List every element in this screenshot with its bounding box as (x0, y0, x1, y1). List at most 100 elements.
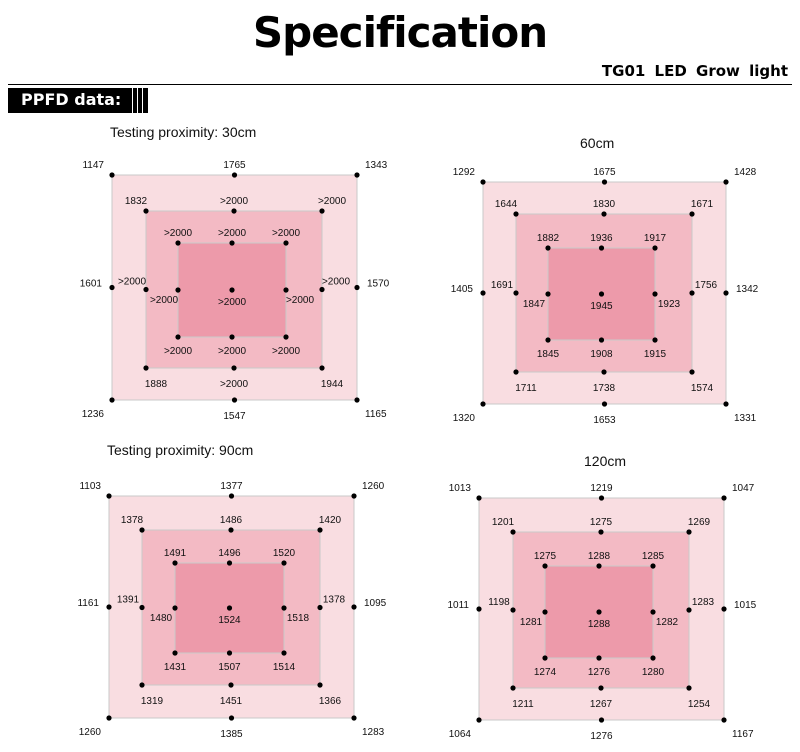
measure-point (650, 609, 656, 615)
measure-point (228, 682, 234, 688)
measure-point (226, 605, 233, 611)
ppfd-value: 1377 (220, 481, 243, 492)
ppfd-value: 1011 (447, 600, 469, 611)
measure-point (172, 650, 178, 656)
ppfd-value: 1756 (695, 280, 718, 291)
measure-point (317, 682, 323, 688)
measure-point (476, 606, 482, 612)
ppfd-value: 1103 (79, 481, 101, 492)
measure-point (480, 290, 486, 296)
ppfd-value: 1378 (121, 515, 144, 526)
measure-point (510, 607, 516, 613)
measure-point (686, 529, 692, 535)
ppfd-value: 1275 (590, 517, 613, 528)
measure-point (686, 685, 692, 691)
measure-point (598, 337, 605, 343)
measure-point (283, 240, 289, 246)
ppfd-value: 1888 (145, 379, 168, 390)
ppfd-value: 1711 (515, 383, 537, 394)
measure-point (601, 211, 607, 217)
measure-point (172, 560, 178, 566)
measure-point (319, 286, 325, 293)
ppfd-value: 1198 (488, 597, 510, 608)
ppfd-value: 1547 (223, 411, 246, 422)
measure-point (650, 655, 656, 661)
measure-point (281, 605, 287, 611)
ppfd-value: 1167 (732, 729, 754, 740)
measure-point (542, 655, 548, 661)
measure-point (721, 717, 727, 723)
ppfd-value: 1518 (287, 613, 310, 624)
diagram-label-90cm: Testing proximity: 90cm (107, 442, 254, 458)
ppfd-value: >2000 (318, 196, 347, 207)
measure-point (480, 401, 486, 407)
measure-point (106, 604, 112, 610)
ppfd-value: 1015 (734, 600, 757, 611)
measure-point (723, 401, 729, 407)
ppfd-value: 1405 (451, 284, 474, 295)
measure-point (109, 172, 115, 178)
ppfd-value: 1161 (77, 598, 99, 609)
ppfd-value: >2000 (220, 379, 249, 390)
measure-point (476, 717, 482, 723)
ppfd-value: >2000 (164, 346, 193, 357)
section-tag-label: PPFD data: (21, 90, 122, 109)
ppfd-value: >2000 (220, 196, 249, 207)
measure-point (542, 609, 548, 615)
measure-point (510, 529, 516, 535)
ppfd-value: >2000 (218, 297, 247, 308)
measure-point (317, 604, 323, 611)
ppfd-value: 1275 (534, 551, 557, 562)
measure-point (476, 495, 482, 501)
measure-point (598, 685, 604, 691)
ppfd-value: >2000 (322, 277, 351, 288)
ppfd-value: 1342 (736, 284, 759, 295)
measure-point (596, 609, 602, 615)
ppfd-value: >2000 (164, 228, 193, 239)
ppfd-value: >2000 (118, 277, 147, 288)
measure-point (598, 529, 604, 535)
diagram-label-60cm: 60cm (580, 135, 615, 151)
measure-point (542, 563, 548, 569)
ppfd-value: 1765 (223, 160, 246, 171)
ppfd-value: 1945 (590, 301, 613, 312)
measure-point (231, 172, 238, 178)
measure-point (723, 290, 729, 296)
ppfd-value: 1283 (362, 727, 385, 738)
ppfd-value: 1219 (590, 483, 613, 494)
measure-point (351, 493, 357, 499)
ppfd-value: 1276 (588, 667, 611, 678)
ppfd-value: 1013 (449, 483, 472, 494)
header-divider (8, 84, 792, 85)
measure-point (721, 606, 727, 612)
measure-point (721, 495, 727, 501)
measure-point (598, 717, 605, 723)
ppfd-value: 1391 (117, 595, 140, 606)
ppfd-value: 1486 (220, 515, 243, 526)
measure-point (652, 245, 658, 251)
measure-point (231, 208, 237, 214)
measure-point (109, 284, 115, 291)
ppfd-value: >2000 (150, 295, 179, 306)
ppfd-value: 1845 (537, 349, 560, 360)
ppfd-value: 1480 (150, 613, 173, 624)
measure-point (175, 334, 181, 340)
ppfd-value: 1570 (367, 279, 390, 290)
ppfd-value: 1923 (658, 299, 681, 310)
ppfd-value: 1165 (365, 409, 387, 420)
measure-point (598, 245, 605, 251)
ppfd-value: 1601 (80, 279, 103, 290)
ppfd-value: 1282 (656, 617, 679, 628)
ppfd-value: >2000 (272, 228, 301, 239)
ppfd-value: 1524 (218, 615, 241, 626)
measure-point (172, 605, 178, 611)
diagram-label-30cm: Testing proximity: 30cm (110, 124, 257, 140)
measure-point (545, 337, 551, 343)
measure-point (545, 245, 551, 251)
section-tag: PPFD data: (8, 88, 148, 113)
ppfd-value: 1366 (319, 696, 342, 707)
ppfd-value: 1267 (590, 699, 613, 710)
